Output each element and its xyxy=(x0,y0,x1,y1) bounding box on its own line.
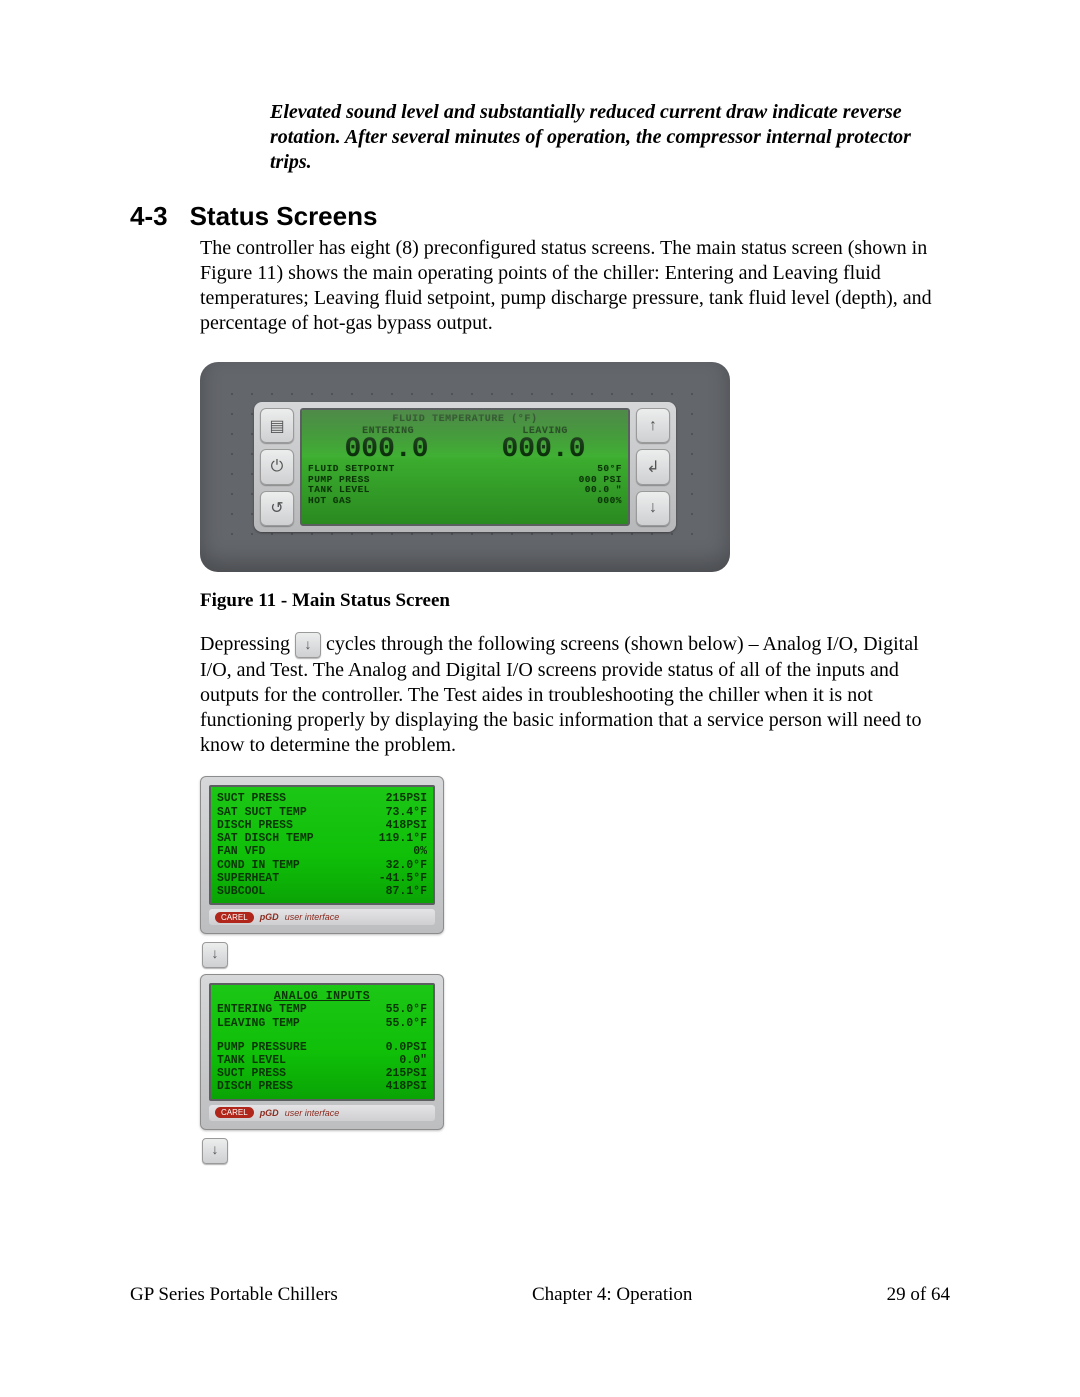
warning-note: Elevated sound level and substantially r… xyxy=(270,100,950,175)
menu-button[interactable]: ▤ xyxy=(260,408,294,443)
paragraph-1: The controller has eight (8) preconfigur… xyxy=(200,236,950,336)
status-screen-2: ANALOG INPUTS ENTERING TEMP55.0°F LEAVIN… xyxy=(200,974,444,1130)
brand-pgd: pGD xyxy=(260,1108,279,1118)
brand-pill: CAREL xyxy=(215,1107,254,1118)
brand-pgd: pGD xyxy=(260,912,279,922)
back-button[interactable]: ↺ xyxy=(260,491,294,526)
down-button[interactable]: ↓ xyxy=(636,491,670,526)
main-lcd: FLUID TEMPERATURE (°F) ENTERING LEAVING … xyxy=(300,408,630,526)
section-title: Status Screens xyxy=(190,201,378,231)
controller-device: ▤ ⏻ ↺ FLUID TEMPERATURE (°F) ENTERING LE… xyxy=(200,362,730,572)
brand-pill: CAREL xyxy=(215,912,254,923)
lcd-line-value: 50°F xyxy=(597,464,622,475)
status-screen-1: SUCT PRESS215PSI SAT SUCT TEMP73.4°F DIS… xyxy=(200,776,444,934)
footer-center: Chapter 4: Operation xyxy=(532,1284,692,1306)
lcd-title: FLUID TEMPERATURE (°F) xyxy=(392,414,537,425)
lcd-line-label: FLUID SETPOINT xyxy=(308,464,395,475)
down-arrow-icon: ↓ xyxy=(202,1138,228,1164)
lcd-leaving-value: 000.0 xyxy=(501,437,585,464)
up-button[interactable]: ↑ xyxy=(636,408,670,443)
down-arrow-icon: ↓ xyxy=(295,632,321,658)
page-footer: GP Series Portable Chillers Chapter 4: O… xyxy=(130,1284,950,1306)
enter-button[interactable]: ↲ xyxy=(636,449,670,484)
lcd-entering-value: 000.0 xyxy=(344,437,428,464)
power-button[interactable]: ⏻ xyxy=(260,449,294,484)
down-arrow-icon: ↓ xyxy=(202,942,228,968)
lcd-line-label: HOT GAS xyxy=(308,496,351,507)
section-number: 4-3 xyxy=(130,201,168,231)
brand-suffix: user interface xyxy=(285,912,340,922)
brand-suffix: user interface xyxy=(285,1108,340,1118)
lcd-line-value: 000% xyxy=(597,496,622,507)
footer-right: 29 of 64 xyxy=(887,1284,950,1306)
status-lcd-2: ANALOG INPUTS ENTERING TEMP55.0°F LEAVIN… xyxy=(209,983,435,1101)
status-lcd-1: SUCT PRESS215PSI SAT SUCT TEMP73.4°F DIS… xyxy=(209,785,435,905)
section-heading: 4-3 Status Screens xyxy=(130,201,950,232)
controller-panel: ▤ ⏻ ↺ FLUID TEMPERATURE (°F) ENTERING LE… xyxy=(254,402,676,532)
brand-bar: CAREL pGD user interface xyxy=(209,909,435,925)
brand-bar: CAREL pGD user interface xyxy=(209,1105,435,1121)
footer-left: GP Series Portable Chillers xyxy=(130,1284,338,1306)
figure-caption: Figure 11 - Main Status Screen xyxy=(200,590,950,612)
paragraph-2: Depressing ↓ cycles through the followin… xyxy=(200,632,950,758)
